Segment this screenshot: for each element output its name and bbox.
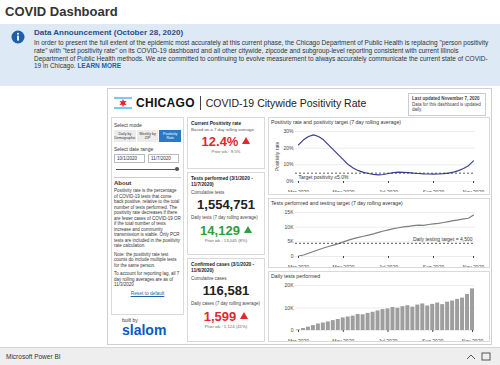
html-text:Confirmed cases (3/1/2020 - 11: Confirmed cases (3/1/2020 - 11/6/2020) <box>191 262 255 273</box>
html-text:10/1/2020: 10/1/2020 <box>117 156 137 161</box>
html-text:Tests performed and testing ta: Tests performed and testing target (7 da… <box>271 200 403 206</box>
svg-text:May 2020: May 2020 <box>333 264 355 267</box>
html-text:Cumulative cases: Cumulative cases <box>191 276 227 282</box>
svg-text:10K: 10K <box>285 304 295 310</box>
svg-text:May 2020: May 2020 <box>332 338 354 341</box>
html-text:Reset to default: Reset to default <box>130 290 165 296</box>
svg-text:Nov 2020: Nov 2020 <box>463 264 485 267</box>
svg-text:0: 0 <box>291 253 294 259</box>
svg-text:Sep 2020: Sep 2020 <box>422 338 444 341</box>
html-text:Weekly by ZIP: Weekly by ZIP <box>139 131 156 140</box>
html-text:COVID Dashboard: COVID Dashboard <box>5 4 118 19</box>
html-text:COVID-19 Citywide Positivity R: COVID-19 Citywide Positivity Rate <box>205 97 367 109</box>
html-text:Prior wk.: 13,045 (8%): Prior wk.: 13,045 (8%) <box>204 237 248 243</box>
svg-text:Jul 2020: Jul 2020 <box>379 264 398 267</box>
svg-text:Mar 2020: Mar 2020 <box>288 264 309 267</box>
svg-text:0: 0 <box>291 327 294 333</box>
svg-text:Mar 2020: Mar 2020 <box>288 189 309 192</box>
svg-text:May 2020: May 2020 <box>333 189 355 192</box>
svg-text:0%: 0% <box>286 178 294 184</box>
html-text:1,599: 1,599 <box>203 308 237 324</box>
svg-text:Jul 2020: Jul 2020 <box>379 338 398 341</box>
html-text:Data Announcement (October 28,: Data Announcement (October 28, 2020) <box>34 28 184 37</box>
svg-text:20%: 20% <box>283 144 294 150</box>
svg-text:Daily testing target = 4,500: Daily testing target = 4,500 <box>413 236 473 242</box>
svg-text:Sep 2020: Sep 2020 <box>423 189 445 192</box>
html-text:Positivity rate is the percent: Positivity rate is the percentage of COV… <box>114 188 181 248</box>
html-text:CHICAGO: CHICAGO <box>136 96 195 110</box>
svg-text:Nov 2020: Nov 2020 <box>463 189 485 192</box>
html-text:Select mode: Select mode <box>114 122 142 128</box>
html-text:Based on a 7 day rolling avera: Based on a 7 day rolling average <box>191 126 254 132</box>
html-text:11/7/2020: 11/7/2020 <box>151 156 171 161</box>
html-text:Note: the positivity rate test: Note: the positivity rate test counts do… <box>114 251 177 268</box>
html-text:Last updated November 7, 2020: Last updated November 7, 2020 <box>412 96 480 101</box>
html-text:To account for reporting lag,: To account for reporting lag, all 7 day … <box>114 271 180 287</box>
html-text:Tests performed (3/1/2020 - 11: Tests performed (3/1/2020 - 11/7/2020) <box>191 176 253 187</box>
html-text:Prior wk.: 9.5%: Prior wk.: 9.5% <box>211 148 241 154</box>
html-text:Prior wk.: 1,124 (41%): Prior wk.: 1,124 (41%) <box>204 323 248 329</box>
html-text:12.4%: 12.4% <box>201 133 239 149</box>
html-text:Cumulative tests: Cumulative tests <box>191 190 225 196</box>
html-text:Daily tests performed: Daily tests performed <box>271 273 320 279</box>
html-text:slalom: slalom <box>122 322 167 338</box>
svg-text:15K: 15K <box>285 209 295 215</box>
svg-text:10K: 10K <box>285 223 295 229</box>
html-text:Daily cases (7 day rolling ave: Daily cases (7 day rolling average) <box>191 301 260 307</box>
svg-text:30%: 30% <box>283 128 294 134</box>
svg-text:Sep 2020: Sep 2020 <box>423 264 445 267</box>
html-text:Select date range: Select date range <box>114 146 154 152</box>
svg-text:Jul 2020: Jul 2020 <box>379 189 398 192</box>
html-text:Microsoft Power BI: Microsoft Power BI <box>6 353 61 360</box>
svg-text:Positivity rate: Positivity rate <box>274 141 280 171</box>
svg-text:5K: 5K <box>287 238 294 244</box>
html-text:116,581: 116,581 <box>202 283 250 299</box>
html-text:14,129: 14,129 <box>200 222 240 238</box>
html-text:In order to present the full e: In order to present the full extent of t… <box>34 39 489 70</box>
svg-text:20K: 20K <box>285 282 295 288</box>
svg-text:Mar 2020: Mar 2020 <box>288 338 309 341</box>
html-text:built by: built by <box>122 317 138 323</box>
svg-text:10%: 10% <box>283 161 294 167</box>
html-text:About: About <box>114 180 132 186</box>
svg-text:Target positivity ≤5.0%: Target positivity ≤5.0% <box>299 173 350 179</box>
html-text:1,554,751: 1,554,751 <box>197 197 255 213</box>
html-text:Data for this dashboard is upd: Data for this dashboard is updated daily… <box>412 101 481 112</box>
html-text:Daily by Demographic: Daily by Demographic <box>114 131 136 140</box>
html-text:Positivity Rate: Positivity Rate <box>163 131 178 140</box>
svg-text:Nov 2020: Nov 2020 <box>462 338 484 341</box>
html-text:Positivity rate and positivity: Positivity rate and positivity target (7… <box>271 119 401 125</box>
html-text:Daily tests (7 day rolling ave: Daily tests (7 day rolling average) <box>191 215 258 221</box>
html-text:Current Positivity rate: Current Positivity rate <box>191 121 242 126</box>
